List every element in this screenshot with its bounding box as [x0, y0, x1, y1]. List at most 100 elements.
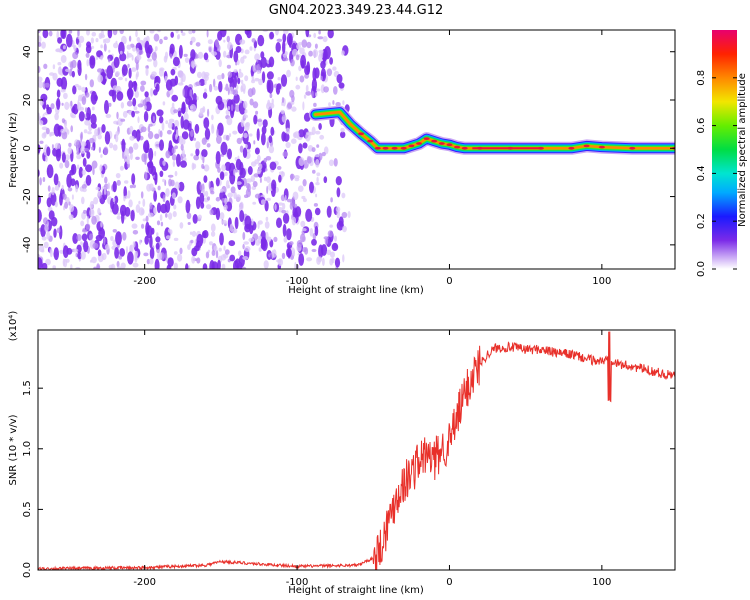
noise-dot — [146, 225, 153, 239]
noise-dot — [174, 119, 180, 128]
noise-dot — [200, 202, 205, 209]
noise-dot — [162, 194, 166, 203]
noise-dot — [54, 142, 61, 150]
noise-dot — [108, 102, 112, 107]
noise-dot — [183, 53, 188, 58]
noise-dot — [104, 176, 108, 184]
noise-dot — [144, 235, 149, 245]
noise-dot — [142, 198, 146, 207]
noise-dot — [240, 118, 245, 128]
noise-dot — [160, 203, 168, 214]
noise-dot — [244, 75, 249, 82]
noise-dot — [246, 141, 252, 150]
noise-dot — [260, 199, 266, 205]
noise-dot — [58, 49, 63, 53]
noise-dot — [314, 225, 319, 237]
noise-dot — [85, 52, 90, 58]
noise-dot — [265, 216, 269, 222]
noise-dot — [209, 83, 213, 93]
noise-dot — [315, 88, 321, 92]
noise-dot — [82, 229, 88, 233]
noise-dot — [149, 258, 154, 265]
noise-dot — [298, 143, 303, 154]
noise-dot — [306, 61, 311, 75]
noise-dot — [236, 181, 242, 186]
noise-dot — [245, 122, 248, 128]
noise-dot — [336, 187, 341, 198]
noise-dot — [42, 30, 49, 39]
colorbar-tick-label: 0.8 — [696, 70, 707, 86]
noise-dot — [204, 127, 211, 140]
noise-dot — [141, 223, 145, 229]
figure-title: GN04.2023.349.23.44.G12 — [269, 3, 444, 18]
noise-dot — [47, 185, 51, 192]
noise-dot — [128, 35, 132, 42]
noise-dot — [103, 187, 107, 195]
noise-dot — [137, 116, 140, 124]
noise-dot — [77, 59, 82, 71]
noise-dot — [268, 145, 275, 154]
noise-dot — [256, 170, 261, 175]
noise-dot — [127, 190, 131, 199]
noise-dot — [145, 172, 148, 181]
noise-dot — [185, 199, 191, 214]
noise-dot — [91, 256, 97, 264]
bottom-x-axis: -200 -100 0 100 — [133, 330, 611, 588]
noise-dot — [90, 113, 97, 125]
noise-dot — [282, 57, 289, 62]
noise-dot — [230, 104, 234, 112]
noise-dot — [149, 235, 153, 249]
noise-dot — [267, 99, 271, 107]
noise-dot — [52, 265, 56, 269]
noise-dot — [157, 185, 161, 191]
noise-dot — [68, 214, 74, 220]
noise-dot — [172, 160, 176, 167]
noise-dot — [303, 94, 307, 99]
noise-dot — [104, 244, 110, 250]
noise-dot — [311, 248, 317, 253]
noise-dot — [173, 262, 178, 269]
noise-dot — [106, 65, 114, 80]
noise-dot — [192, 30, 196, 34]
noise-dot — [116, 111, 119, 120]
noise-dot — [227, 184, 231, 189]
noise-dot — [314, 207, 321, 216]
noise-dot — [114, 247, 119, 259]
noise-dot — [121, 64, 128, 76]
noise-dot — [210, 190, 215, 195]
noise-dot — [123, 186, 127, 199]
noise-dot — [218, 81, 223, 93]
noise-dot — [295, 84, 301, 90]
noise-dot — [340, 127, 345, 133]
noise-dot — [76, 151, 80, 155]
noise-dot — [276, 217, 282, 229]
noise-dot — [43, 241, 49, 249]
noise-dot — [276, 165, 282, 170]
noise-dot — [204, 88, 207, 93]
noise-dot — [266, 140, 269, 149]
x-tick-label: -100 — [286, 577, 309, 588]
noise-dot — [242, 231, 246, 241]
noise-dot — [178, 44, 183, 59]
noise-dot — [182, 88, 185, 97]
noise-dot — [122, 150, 125, 160]
noise-dot — [274, 203, 277, 211]
noise-dot — [146, 183, 152, 192]
noise-dot — [113, 42, 119, 49]
noise-dot — [61, 102, 64, 106]
noise-dot — [126, 52, 133, 58]
noise-dot — [227, 106, 230, 111]
noise-dot — [232, 228, 238, 234]
noise-dot — [177, 110, 182, 118]
noise-dot — [91, 106, 95, 111]
noise-dot — [38, 144, 41, 154]
noise-dot — [291, 106, 297, 112]
noise-dot — [83, 148, 89, 152]
noise-dot — [301, 228, 307, 232]
noise-dot — [215, 207, 221, 220]
noise-dot — [148, 123, 153, 127]
noise-dot — [336, 74, 343, 84]
bottom-y-axis-label: SNR (10 * v/v) — [8, 414, 19, 485]
noise-dot — [173, 204, 177, 210]
noise-dot — [282, 33, 287, 43]
